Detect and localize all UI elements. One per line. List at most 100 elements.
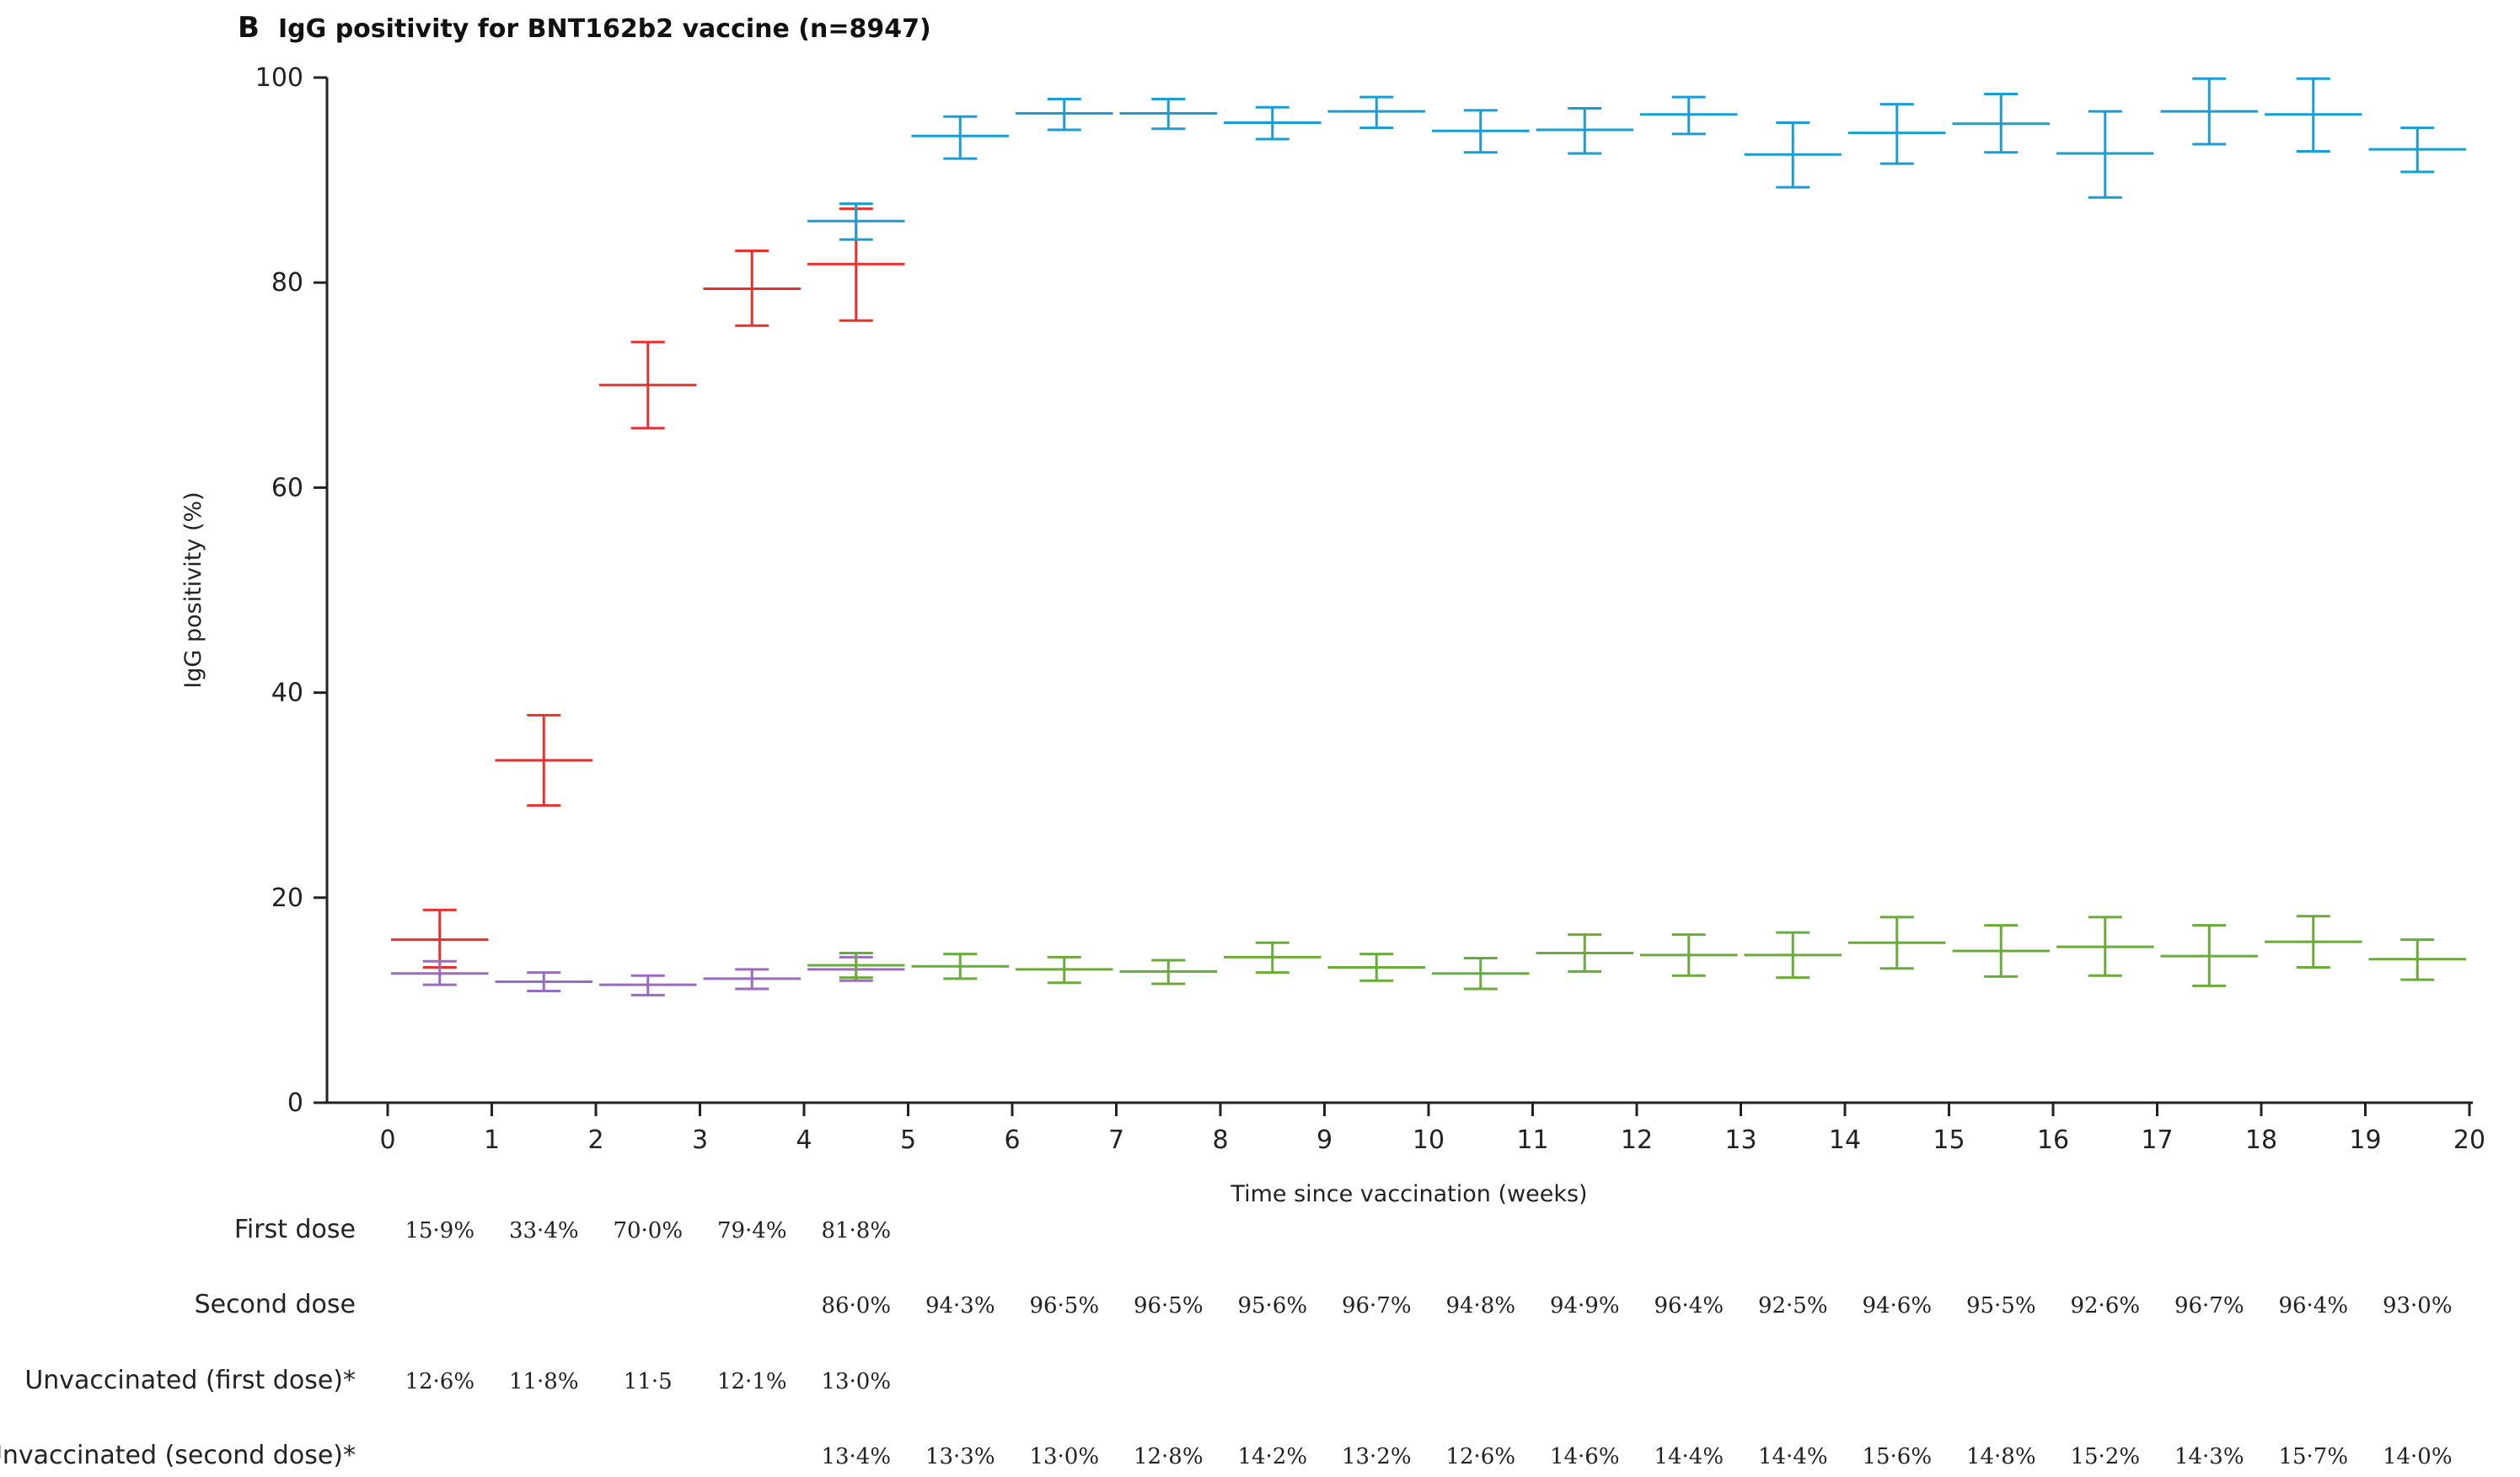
row-value: 81·8% [821, 1218, 891, 1243]
data-point [1536, 933, 1633, 973]
data-point [1432, 957, 1530, 991]
x-tick-label: 1 [484, 1125, 500, 1155]
x-tick-label: 8 [1212, 1125, 1228, 1155]
panel-letter: B [238, 11, 260, 45]
row-value: 13·3% [925, 1444, 995, 1469]
y-tick-label: 40 [271, 679, 303, 708]
x-tick-label: 13 [1724, 1125, 1756, 1155]
row-value: 15·7% [2278, 1444, 2348, 1469]
x-tick-label: 18 [2245, 1125, 2277, 1155]
row-value: 13·4% [821, 1444, 891, 1469]
row-value: 96·5% [1029, 1293, 1099, 1319]
row-label: Second dose [195, 1290, 356, 1319]
row-value: 14·0% [2383, 1444, 2453, 1469]
row-value: 79·4% [717, 1218, 787, 1243]
y-axis: 0 20 40 60 80 100 [255, 63, 329, 1118]
data-point [1016, 98, 1113, 132]
x-tick-label: 5 [900, 1125, 916, 1155]
row-value: 14·4% [1654, 1444, 1724, 1469]
row-value: 14·8% [1966, 1444, 2036, 1469]
data-point [1640, 95, 1738, 136]
row-value: 15·9% [405, 1218, 475, 1243]
row-value: 96·7% [1342, 1293, 1412, 1319]
x-tick-label: 11 [1516, 1125, 1548, 1155]
row-value: 12·1% [717, 1369, 787, 1394]
series-4 [807, 915, 2466, 991]
data-point [1744, 121, 1842, 189]
row-value: 93·0% [2383, 1293, 2453, 1319]
x-axis: 0 1 2 3 4 5 6 7 8 9 10 11 12 13 14 15 16 17 18 19 20 [327, 1101, 2485, 1155]
data-point [2056, 916, 2154, 977]
data-point [495, 971, 592, 992]
data-point [1327, 95, 1425, 130]
row-value: 14·6% [1550, 1444, 1620, 1469]
data-point [2160, 77, 2258, 146]
row-label: Unvaccinated (second dose)* [0, 1441, 356, 1470]
row-value: 86·0% [821, 1293, 891, 1319]
y-tick-label: 60 [271, 473, 303, 502]
y-tick-label: 0 [287, 1088, 303, 1118]
row-value: 11·5 [624, 1369, 673, 1394]
row-value: 95·5% [1966, 1293, 2036, 1319]
data-point [807, 951, 905, 980]
row-value: 13·2% [1342, 1444, 1412, 1469]
data-point [495, 713, 592, 807]
x-tick-label: 14 [1829, 1125, 1861, 1155]
x-tick-label: 2 [587, 1125, 603, 1155]
data-point [2265, 77, 2362, 153]
chart-title: IgG positivity for BNT162b2 vaccine (n=8… [278, 14, 931, 44]
row-value: 94·8% [1445, 1293, 1515, 1319]
row-value: 96·4% [1654, 1293, 1724, 1319]
row-value: 94·6% [1862, 1293, 1932, 1319]
data-point [1119, 959, 1217, 986]
plot-marks [391, 77, 2466, 996]
row-value: 14·3% [2174, 1444, 2244, 1469]
row-value: 13·0% [1029, 1444, 1099, 1469]
data-point [1952, 92, 2050, 154]
x-tick-label: 19 [2349, 1125, 2381, 1155]
y-tick-label: 100 [255, 63, 303, 93]
x-tick-label: 20 [2453, 1125, 2485, 1155]
data-point [1327, 953, 1425, 982]
data-point [1224, 105, 1322, 141]
data-point [2368, 938, 2466, 981]
y-axis-label: IgG positivity (%) [180, 491, 206, 688]
x-ticks: 0 1 2 3 4 5 6 7 8 9 10 11 12 13 14 15 16 17 18 19 20 [379, 1103, 2485, 1155]
series-3 [391, 955, 905, 996]
x-tick-label: 12 [1621, 1125, 1653, 1155]
data-point [2265, 915, 2362, 969]
row-value: 12·8% [1134, 1444, 1204, 1469]
row-value: 14·4% [1758, 1444, 1828, 1469]
data-point [1119, 98, 1217, 131]
data-point [1432, 109, 1530, 154]
data-point [911, 953, 1009, 980]
x-tick-label: 9 [1316, 1125, 1332, 1155]
y-ticks: 0 20 40 60 80 100 [255, 63, 327, 1118]
data-point [391, 908, 489, 969]
x-tick-label: 0 [379, 1125, 395, 1155]
x-tick-label: 10 [1413, 1125, 1445, 1155]
data-point [1640, 933, 1738, 977]
data-point [391, 959, 489, 986]
data-point [1952, 924, 2050, 978]
x-tick-label: 16 [2037, 1125, 2069, 1155]
row-value: 33·4% [509, 1218, 579, 1243]
row-value: 95·6% [1237, 1293, 1307, 1319]
row-value: 11·8% [509, 1369, 579, 1394]
data-point [1224, 941, 1322, 975]
row-value: 12·6% [1445, 1444, 1515, 1469]
row-value: 94·9% [1550, 1293, 1620, 1319]
row-label: First dose [234, 1215, 356, 1244]
data-point [1744, 931, 1842, 980]
row-value: 70·0% [613, 1218, 683, 1243]
row-value: 15·6% [1862, 1444, 1932, 1469]
x-tick-label: 7 [1108, 1125, 1124, 1155]
x-tick-label: 15 [1933, 1125, 1965, 1155]
data-point [911, 115, 1009, 160]
row-value: 96·5% [1134, 1293, 1204, 1319]
x-axis-label: Time since vaccination (weeks) [1230, 1181, 1587, 1207]
series-2 [807, 77, 2466, 241]
row-value: 15·2% [2070, 1444, 2140, 1469]
series-1 [391, 207, 905, 969]
